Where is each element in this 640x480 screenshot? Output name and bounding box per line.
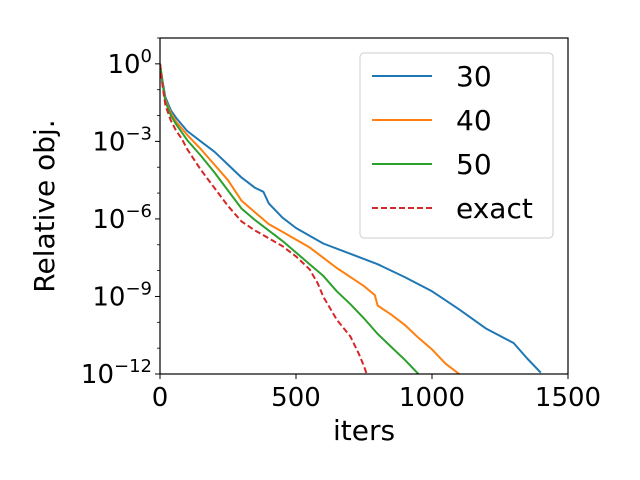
- legend-label-30: 30: [456, 60, 492, 93]
- legend-box: [359, 52, 554, 239]
- y-tick-label: 10−6: [92, 201, 152, 235]
- legend-label-50: 50: [456, 148, 492, 181]
- x-axis-label: iters: [333, 414, 395, 447]
- y-axis-label: Relative obj.: [28, 119, 61, 292]
- series-line-50: [160, 63, 420, 374]
- y-tick-label: 100: [107, 46, 152, 80]
- legend-label-40: 40: [456, 104, 492, 137]
- legend: 30 40 50 exact: [359, 52, 554, 239]
- x-tick-label: 500: [271, 383, 321, 413]
- series-line-exact: [160, 63, 368, 374]
- x-tick-label: 1000: [399, 383, 465, 413]
- series-line-40: [160, 63, 460, 374]
- series-layer: [160, 63, 542, 374]
- y-tick-label: 10−3: [92, 123, 152, 157]
- axes-layer: 0 500 1000 1500 100 10−3 10−6 10−9 10−12: [81, 37, 601, 413]
- x-tick-label: 0: [152, 383, 169, 413]
- plot-frame: [159, 37, 569, 375]
- y-tick-label: 10−9: [92, 278, 152, 312]
- y-tick-label: 10−12: [81, 356, 152, 390]
- series-line-30: [160, 63, 542, 374]
- x-tick-label: 1500: [535, 383, 601, 413]
- legend-label-exact: exact: [456, 192, 533, 225]
